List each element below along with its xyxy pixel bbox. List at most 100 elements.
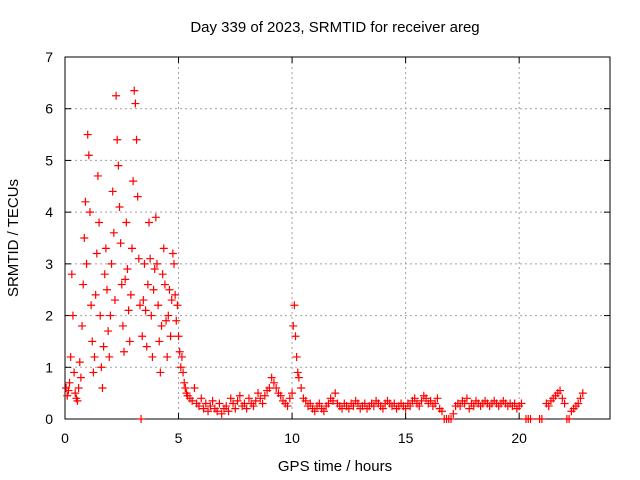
data-point xyxy=(276,391,285,400)
chart-title: Day 339 of 2023, SRMTID for receiver are… xyxy=(190,19,479,36)
data-point xyxy=(177,352,186,361)
data-point xyxy=(170,259,178,268)
data-point xyxy=(175,347,184,356)
data-point xyxy=(133,192,142,201)
data-point xyxy=(137,415,146,423)
data-point xyxy=(118,321,127,330)
data-point xyxy=(229,399,238,408)
data-point xyxy=(233,396,242,405)
data-point xyxy=(148,352,157,361)
data-point xyxy=(199,404,208,413)
data-point xyxy=(117,280,126,289)
data-point xyxy=(180,378,189,387)
data-point xyxy=(141,306,150,315)
data-point xyxy=(293,368,302,377)
data-point xyxy=(289,321,298,330)
x-tick-label: 0 xyxy=(61,430,69,446)
data-point xyxy=(156,368,165,377)
data-point xyxy=(290,301,299,310)
data-point xyxy=(113,135,122,144)
data-point xyxy=(151,213,160,222)
data-point xyxy=(244,394,253,403)
data-point xyxy=(292,352,301,361)
data-point xyxy=(260,391,269,400)
data-point xyxy=(315,399,324,408)
x-tick-label: 5 xyxy=(175,430,183,446)
data-point xyxy=(126,290,135,299)
data-point xyxy=(73,396,82,405)
data-point xyxy=(310,407,319,416)
data-point xyxy=(139,296,148,305)
data-point xyxy=(106,311,115,320)
data-point xyxy=(88,337,97,346)
data-point xyxy=(331,389,340,398)
data-point xyxy=(79,280,88,289)
data-point xyxy=(258,399,267,408)
data-point xyxy=(242,404,251,413)
data-point xyxy=(171,290,180,299)
data-point xyxy=(201,399,210,408)
data-point xyxy=(71,389,80,398)
data-point xyxy=(406,402,415,411)
data-point xyxy=(103,285,112,294)
data-point xyxy=(147,311,156,320)
data-point xyxy=(74,383,83,392)
data-point xyxy=(285,394,294,403)
data-point xyxy=(87,301,96,310)
plot-frame xyxy=(64,56,611,420)
data-point xyxy=(294,373,303,382)
data-point xyxy=(123,265,132,274)
grid xyxy=(65,57,610,419)
data-point xyxy=(135,301,144,310)
x-tick-label: 20 xyxy=(511,430,527,446)
data-point xyxy=(208,396,217,405)
data-point xyxy=(130,86,139,95)
data-point xyxy=(92,249,101,258)
x-tick-label: 15 xyxy=(398,430,414,446)
data-point xyxy=(105,352,114,361)
y-tick-label: 6 xyxy=(45,101,53,117)
data-point xyxy=(426,396,435,405)
data-point xyxy=(283,402,292,411)
data-point xyxy=(306,399,315,408)
data-point xyxy=(560,399,569,408)
data-point xyxy=(240,399,249,408)
data-point xyxy=(150,265,159,274)
data-point xyxy=(267,373,276,382)
data-point xyxy=(97,363,106,372)
data-point xyxy=(65,378,74,387)
data-point xyxy=(576,394,585,403)
data-point xyxy=(100,270,109,279)
data-point xyxy=(215,399,224,408)
data-point xyxy=(101,244,110,253)
data-point xyxy=(269,378,278,387)
data-point xyxy=(213,407,222,416)
data-point xyxy=(517,399,526,408)
data-point xyxy=(120,347,129,356)
data-point xyxy=(204,407,213,416)
data-point xyxy=(173,301,182,310)
data-point xyxy=(114,161,123,170)
data-points xyxy=(62,86,587,423)
data-point xyxy=(63,391,72,400)
data-point xyxy=(64,386,73,395)
data-point xyxy=(95,218,104,227)
data-point xyxy=(422,394,431,403)
data-point xyxy=(401,404,410,413)
data-point xyxy=(417,396,426,405)
data-point xyxy=(251,396,260,405)
data-point xyxy=(127,244,136,253)
data-point xyxy=(469,402,478,411)
y-tick-label: 1 xyxy=(45,359,53,375)
data-point xyxy=(84,151,93,160)
x-tick-labels: 0 5 10 15 20 xyxy=(61,430,527,446)
data-point xyxy=(85,208,94,217)
data-point xyxy=(83,130,92,139)
data-point xyxy=(338,404,347,413)
data-point xyxy=(66,352,75,361)
data-point xyxy=(431,399,440,408)
data-point xyxy=(465,404,474,413)
data-point xyxy=(558,394,567,403)
data-point xyxy=(110,296,119,305)
data-point xyxy=(544,402,553,411)
